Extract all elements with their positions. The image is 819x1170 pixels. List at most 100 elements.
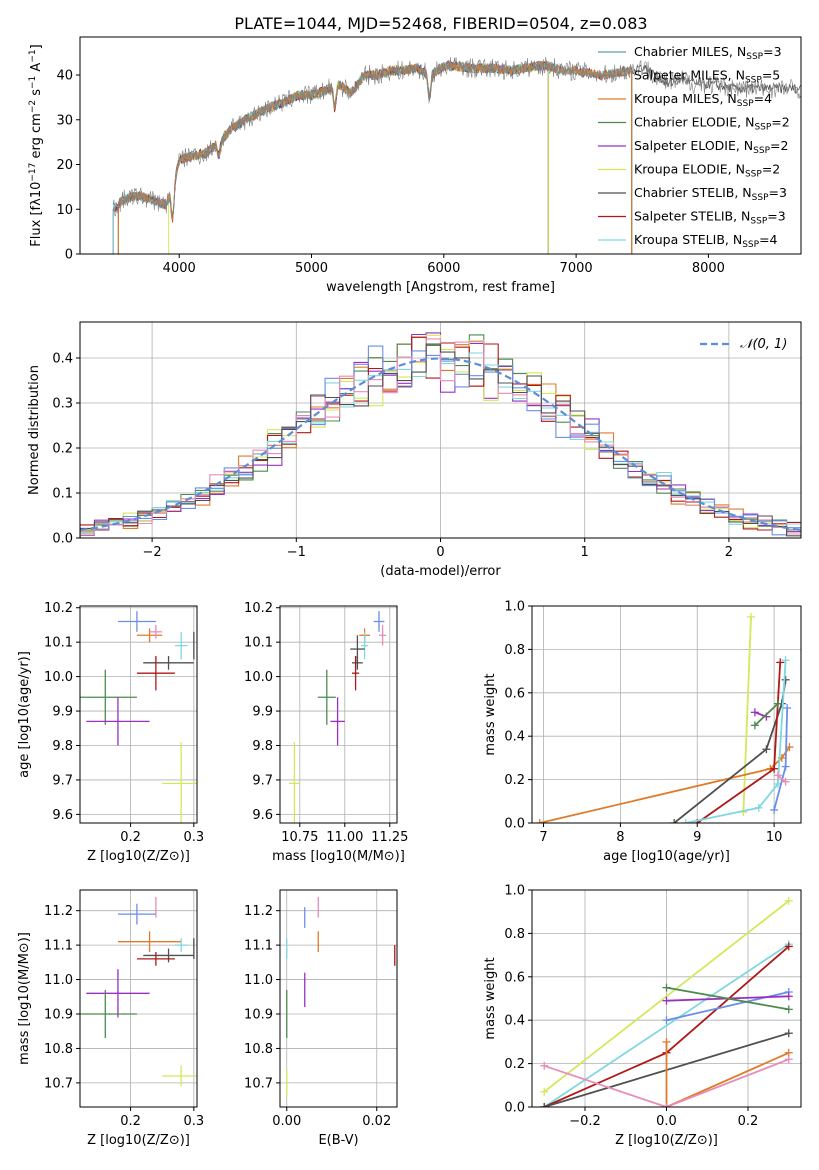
legend-suffix: =2	[770, 138, 788, 153]
y-tick-label: 0.1	[52, 487, 73, 502]
x-tick-label: 7	[539, 830, 547, 845]
y-tick-label: 40	[56, 69, 73, 84]
plot-area	[540, 896, 793, 1107]
weight-line	[665, 1041, 790, 1107]
y-tick-label: 11.0	[44, 973, 73, 988]
y-axis-label: Normed distribution	[27, 365, 42, 495]
legend-suffix: =2	[762, 162, 780, 177]
legend-label: Chabrier ELODIE, NSSP=2	[634, 115, 790, 133]
y-tick-label: 9.9	[252, 705, 273, 720]
legend-suffix: =3	[767, 209, 785, 224]
x-axis-label: Z [log10(Z/Z⊙)]	[87, 849, 190, 864]
y-tick-label: 10.7	[44, 1076, 73, 1091]
x-tick-label: 1	[581, 545, 589, 560]
x-axis-label: E(B-V)	[318, 1133, 358, 1148]
x-tick-label: 0.0	[656, 1114, 677, 1129]
legend-sub: SSP	[737, 99, 754, 109]
legend-sub: SSP	[750, 217, 767, 227]
axes-frame	[79, 605, 198, 824]
y-tick-label: 0.2	[504, 1057, 525, 1072]
legend-suffix: =5	[762, 68, 780, 83]
x-tick-label: 0.2	[738, 1114, 759, 1129]
y-label-part: ]	[29, 44, 44, 49]
normal-curve	[80, 357, 801, 532]
axes-frame	[79, 36, 802, 255]
y-tick-label: 0.2	[52, 442, 73, 457]
x-tick-label: 0.2	[120, 1114, 141, 1129]
x-axis-label: Z [log10(Z/Z⊙)]	[87, 1133, 190, 1148]
plot-area	[80, 896, 197, 1087]
y-tick-label: 0.2	[504, 773, 525, 788]
y-tick-label: 10.9	[44, 1008, 73, 1023]
y-tick-label: 9.6	[52, 808, 73, 823]
chart-mass_weight_vs_Z: −0.2 0.0 0.2 0.0 0.2 0.4 0.6 0.8 1.0 Z [log10(Z/Z…	[483, 884, 802, 1148]
legend-sub: SSP	[746, 52, 763, 62]
y-tick-label: 20	[56, 158, 73, 173]
plot-area	[286, 896, 396, 1097]
chart-mass_weight_vs_age: 7 8 9 10 0.0 0.2 0.4 0.6 0.8 1.0 age [log10(age/yr…	[483, 600, 802, 864]
legend-label: Chabrier STELIB, NSSP=3	[634, 185, 787, 203]
y-tick-label: 11.0	[244, 973, 273, 988]
y-tick-label: 10.8	[44, 1042, 73, 1057]
y-tick-label: 10.0	[44, 670, 73, 685]
y-tick-label: 11.1	[244, 939, 273, 954]
chart-spectrum: 4000 5000 6000 7000 8000 0 10 20 30 40 wavelength …	[28, 36, 802, 295]
y-tick-label: 0.8	[504, 927, 525, 942]
y-axis-label: mass weight	[483, 673, 498, 755]
legend-label: Salpeter ELODIE, NSSP=2	[634, 138, 788, 156]
y-tick-label: 10.7	[244, 1076, 273, 1091]
x-axis-label: wavelength [Angstrom, rest frame]	[326, 280, 555, 295]
legend-label: Kroupa MILES, NSSP=4	[634, 91, 772, 109]
figure-title: PLATE=1044, MJD=52468, FIBERID=0504, z=0…	[234, 14, 647, 33]
legend-sub: SSP	[745, 76, 762, 86]
legend-label: Kroupa STELIB, NSSP=4	[634, 232, 778, 250]
x-tick-label: 9	[693, 830, 701, 845]
legend-label: Chabrier MILES, NSSP=3	[634, 44, 782, 62]
y-tick-label: 11.2	[44, 904, 73, 919]
plot-area	[112, 56, 801, 254]
y-tick-label: 10.2	[244, 601, 273, 616]
chart-age_vs_mass: 10.75 11.00 11.25 9.6 9.7 9.8 9.9 10.0 10.1 10.2 m…	[244, 601, 408, 864]
x-tick-label: −1	[287, 545, 306, 560]
x-tick-label: 7000	[560, 261, 593, 276]
y-tick-label: 0	[65, 248, 73, 263]
x-axis-label: age [log10(age/yr)]	[603, 849, 730, 864]
weight-line	[685, 660, 787, 823]
y-label-part: λ	[29, 198, 44, 206]
weight-line	[666, 986, 789, 1011]
x-tick-label: 11.25	[371, 830, 408, 845]
weight-line	[754, 702, 779, 727]
y-label-part: 10	[29, 182, 44, 199]
y-axis-label: mass [log10(M/M⊙)]	[17, 932, 32, 1065]
plot-area	[289, 611, 387, 823]
x-tick-label: 0.2	[120, 830, 141, 845]
legend-sub: SSP	[745, 170, 762, 180]
plot-area	[80, 332, 801, 538]
x-tick-label: 5000	[295, 261, 328, 276]
y-label-part: s	[29, 89, 44, 100]
legend-sub: SSP	[752, 193, 769, 203]
y-tick-label: 0.0	[504, 1101, 525, 1116]
y-axis-label: age [log10(age/yr)]	[17, 651, 32, 778]
legend-label: Salpeter STELIB, NSSP=3	[634, 209, 786, 227]
x-tick-label: 4000	[163, 261, 196, 276]
weight-line	[543, 900, 790, 1093]
weight-line	[742, 616, 752, 813]
legend-sub: SSP	[754, 123, 771, 133]
legend-label: 𝒩(0, 1)	[740, 337, 787, 352]
legend-suffix: =3	[763, 44, 781, 59]
spectrum-line	[112, 61, 632, 223]
x-tick-label: 11.00	[326, 830, 363, 845]
y-tick-label: 9.6	[252, 808, 273, 823]
y-tick-label: 0.3	[52, 397, 73, 412]
legend-suffix: =3	[769, 185, 787, 200]
axes-frame	[279, 889, 398, 1108]
x-tick-label: 0.02	[362, 1114, 391, 1129]
x-axis-label: Z [log10(Z/Z⊙)]	[615, 1133, 718, 1148]
y-label-part: −1	[28, 76, 38, 89]
y-tick-label: 9.8	[252, 739, 273, 754]
x-tick-label: 0.3	[183, 830, 204, 845]
y-label-part: erg cm	[29, 113, 44, 162]
x-tick-label: 0.3	[183, 1114, 204, 1129]
y-label-part: A	[29, 63, 44, 76]
